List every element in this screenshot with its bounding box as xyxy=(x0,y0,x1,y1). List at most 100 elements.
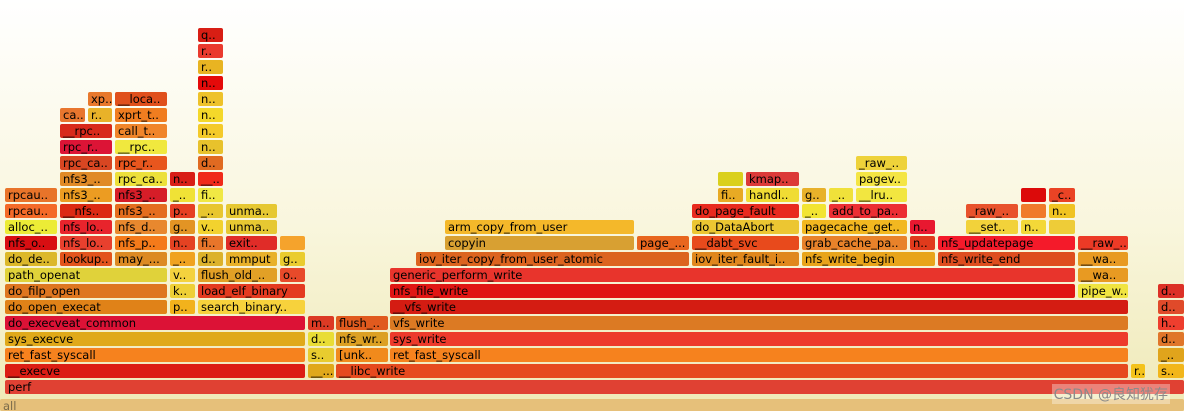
flame-frame[interactable]: __rpc.. xyxy=(115,140,167,154)
flame-frame[interactable]: pagev.. xyxy=(856,172,907,186)
flame-frame[interactable]: ret_fast_syscall xyxy=(5,348,305,362)
flame-frame[interactable]: _raw_.. xyxy=(856,156,907,170)
flame-frame[interactable]: n.. xyxy=(198,92,223,106)
flame-frame[interactable]: [unk.. xyxy=(336,348,388,362)
flame-frame[interactable]: ret_fast_syscall xyxy=(390,348,1128,362)
flame-frame[interactable]: nfs3_.. xyxy=(115,204,167,218)
flame-frame[interactable]: _.. xyxy=(170,252,195,266)
flame-frame[interactable]: _.. xyxy=(802,204,826,218)
flame-frame[interactable]: xprt_t.. xyxy=(115,108,167,122)
flame-frame[interactable]: n.. xyxy=(1021,220,1046,234)
flame-frame[interactable]: s.. xyxy=(308,348,334,362)
flame-frame[interactable]: __vfs_write xyxy=(390,300,1128,314)
flame-frame[interactable]: add_to_pa.. xyxy=(829,204,907,218)
flame-frame[interactable]: d.. xyxy=(1158,300,1184,314)
flame-frame[interactable]: fi.. xyxy=(198,188,223,202)
flame-frame[interactable]: do_page_fault xyxy=(692,204,799,218)
flame-frame[interactable] xyxy=(280,236,305,250)
flame-frame[interactable]: load_elf_binary xyxy=(198,284,305,298)
flame-frame[interactable]: n.. xyxy=(1049,204,1075,218)
flame-frame[interactable]: all xyxy=(0,399,1184,411)
flame-frame[interactable]: _.. xyxy=(170,188,195,202)
flame-frame[interactable]: s.. xyxy=(1158,364,1184,378)
flame-frame[interactable]: nfs3_.. xyxy=(115,188,167,202)
flame-frame[interactable]: path_openat xyxy=(5,268,167,282)
flame-frame[interactable]: unma.. xyxy=(226,204,277,218)
flame-frame[interactable]: do_open_execat xyxy=(5,300,167,314)
flame-frame[interactable]: unma.. xyxy=(226,220,277,234)
flame-frame[interactable]: p.. xyxy=(170,204,195,218)
flame-frame[interactable]: nfs_o.. xyxy=(5,236,57,250)
flame-frame[interactable]: lookup.. xyxy=(60,252,112,266)
flame-frame[interactable]: search_binary.. xyxy=(198,300,305,314)
flame-frame[interactable]: v.. xyxy=(198,220,223,234)
flame-frame[interactable]: m.. xyxy=(308,316,334,330)
flame-frame[interactable]: nfs3_.. xyxy=(60,188,112,202)
flame-frame[interactable] xyxy=(1049,220,1075,234)
flame-frame[interactable]: __execve xyxy=(5,364,305,378)
flame-frame[interactable]: mmput xyxy=(226,252,277,266)
flame-frame[interactable]: may_... xyxy=(115,252,167,266)
flame-frame[interactable]: d.. xyxy=(1158,332,1184,346)
flame-frame[interactable]: n.. xyxy=(910,236,935,250)
flame-frame[interactable]: g.. xyxy=(280,252,305,266)
flame-frame[interactable]: __set.. xyxy=(966,220,1018,234)
flame-frame[interactable]: _.. xyxy=(1158,348,1184,362)
flame-frame[interactable]: page_... xyxy=(637,236,689,250)
flame-frame[interactable]: pipe_w.. xyxy=(1078,284,1128,298)
flame-frame[interactable]: flush_old_.. xyxy=(198,268,277,282)
flame-frame[interactable]: copyin xyxy=(445,236,634,250)
flame-frame[interactable]: nfs_lo.. xyxy=(60,220,112,234)
flame-frame[interactable]: rpcau.. xyxy=(5,204,57,218)
flame-frame[interactable]: _.. xyxy=(829,188,853,202)
flame-frame[interactable]: n.. xyxy=(198,76,223,90)
flame-frame[interactable]: arm_copy_from_user xyxy=(445,220,634,234)
flame-frame[interactable]: perf xyxy=(5,380,1184,394)
flame-frame[interactable]: vfs_write xyxy=(390,316,1128,330)
flame-frame[interactable]: _.. xyxy=(198,204,223,218)
flame-frame[interactable]: nfs_write_begin xyxy=(802,252,935,266)
flame-frame[interactable]: do_filp_open xyxy=(5,284,167,298)
flame-frame[interactable]: rpcau.. xyxy=(5,188,57,202)
flame-frame[interactable]: nfs3_.. xyxy=(60,172,112,186)
flame-frame[interactable]: r.. xyxy=(88,108,112,122)
flame-frame[interactable]: call_t.. xyxy=(115,124,167,138)
flame-frame[interactable]: _raw_.. xyxy=(966,204,1018,218)
flame-frame[interactable]: iov_iter_fault_i.. xyxy=(692,252,799,266)
flame-frame[interactable]: d.. xyxy=(308,332,334,346)
flame-frame[interactable]: __raw_.. xyxy=(1078,236,1128,250)
flame-frame[interactable]: rpc_r.. xyxy=(115,156,167,170)
flame-frame[interactable]: xp.. xyxy=(88,92,112,106)
flame-frame[interactable]: n.. xyxy=(198,108,223,122)
flame-frame[interactable]: k.. xyxy=(170,284,195,298)
flame-frame[interactable]: n.. xyxy=(198,140,223,154)
flame-frame[interactable]: r.. xyxy=(198,44,223,58)
flame-frame[interactable]: do_DataAbort xyxy=(692,220,799,234)
flame-frame[interactable]: fi.. xyxy=(718,188,743,202)
flame-frame[interactable]: exit.. xyxy=(226,236,277,250)
flame-frame[interactable]: n.. xyxy=(198,124,223,138)
flame-frame[interactable]: p.. xyxy=(170,300,195,314)
flame-frame[interactable]: __lru.. xyxy=(856,188,907,202)
flame-frame[interactable]: n.. xyxy=(170,236,195,250)
flame-frame[interactable]: __loca.. xyxy=(115,92,167,106)
flame-frame[interactable]: d.. xyxy=(1158,284,1184,298)
flame-frame[interactable]: iov_iter_copy_from_user_atomic xyxy=(416,252,689,266)
flame-frame[interactable]: generic_perform_write xyxy=(390,268,1075,282)
flame-frame[interactable]: alloc_.. xyxy=(5,220,57,234)
flame-frame[interactable]: _c.. xyxy=(1049,188,1075,202)
flame-frame[interactable]: pagecache_get.. xyxy=(802,220,907,234)
flame-frame[interactable]: __nfs.. xyxy=(60,204,112,218)
flame-frame[interactable]: fi.. xyxy=(198,236,223,250)
flame-frame[interactable]: __wa.. xyxy=(1078,268,1128,282)
flame-frame[interactable]: __libc_write xyxy=(336,364,1128,378)
flame-frame[interactable]: __rpc.. xyxy=(60,124,112,138)
flame-frame[interactable]: __... xyxy=(308,364,334,378)
flame-frame[interactable]: g.. xyxy=(170,220,195,234)
flame-frame[interactable]: sys_write xyxy=(390,332,1128,346)
flame-frame[interactable]: handl.. xyxy=(746,188,799,202)
flame-frame[interactable]: h.. xyxy=(1158,316,1184,330)
flame-frame[interactable]: rpc_r.. xyxy=(60,140,112,154)
flame-frame[interactable]: nfs_d.. xyxy=(115,220,167,234)
flame-frame[interactable]: o.. xyxy=(280,268,305,282)
